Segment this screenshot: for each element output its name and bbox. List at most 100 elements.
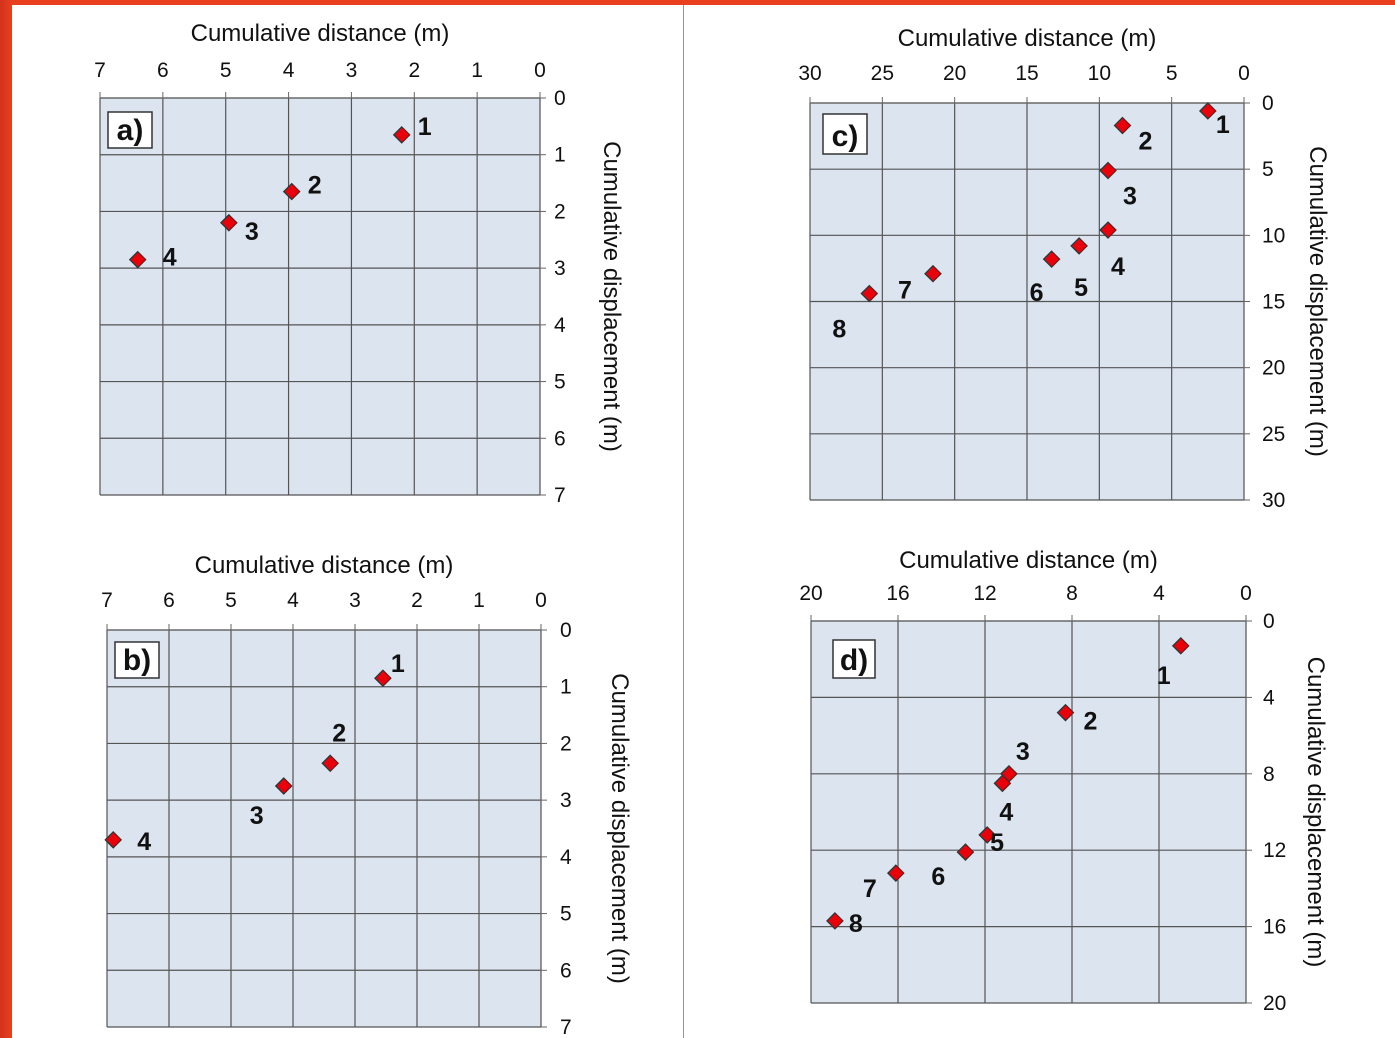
data-point-label: 4: [137, 828, 151, 856]
y-tick-label: 4: [560, 846, 572, 869]
x-tick-label: 5: [225, 589, 237, 612]
x-axis-title: Cumulative distance (m): [899, 547, 1158, 574]
data-point-2: [321, 754, 340, 773]
x-tick-label: 30: [798, 62, 821, 85]
data-point-label: 2: [1083, 708, 1097, 736]
panel-label-box: [822, 113, 868, 155]
plot-area: [100, 98, 540, 495]
panel-label-box: [832, 639, 876, 679]
y-axis-title: Cumulative displacement (m): [1302, 657, 1329, 968]
y-tick-label: 6: [560, 959, 572, 982]
x-tick-label: 1: [471, 59, 483, 82]
data-point-label: 1: [391, 650, 405, 678]
x-tick-label: 3: [349, 589, 361, 612]
x-tick-label: 8: [1066, 582, 1078, 605]
panel-divider: [683, 5, 684, 1038]
data-point-2: [282, 182, 301, 201]
x-tick-label: 1: [473, 589, 485, 612]
x-tick-label: 0: [535, 589, 547, 612]
panel-label-box: [107, 111, 153, 149]
panel-label: a): [117, 114, 144, 147]
data-point-4: [104, 830, 123, 849]
x-tick-label: 20: [943, 62, 966, 85]
y-tick-label: 2: [554, 200, 566, 223]
x-tick-label: 4: [287, 589, 299, 612]
y-tick-label: 7: [554, 484, 566, 507]
y-tick-label: 3: [554, 257, 566, 280]
slide-top-border: [0, 0, 1395, 5]
x-tick-label: 10: [1088, 62, 1111, 85]
y-tick-label: 5: [1262, 158, 1274, 181]
data-point-label: 8: [849, 910, 863, 938]
y-tick-label: 20: [1262, 357, 1285, 380]
x-tick-label: 4: [283, 59, 295, 82]
data-point-label: 6: [1030, 279, 1044, 307]
y-tick-label: 0: [560, 619, 572, 642]
x-tick-label: 3: [346, 59, 358, 82]
y-tick-label: 3: [560, 789, 572, 812]
data-point-1: [392, 126, 411, 144]
y-tick-label: 12: [1263, 839, 1286, 862]
plot-area: [107, 630, 541, 1027]
data-point-7: [886, 864, 905, 882]
panel-label: d): [840, 644, 868, 677]
y-tick-label: 5: [560, 903, 572, 926]
data-point-label: 1: [418, 113, 432, 141]
data-point-label: 4: [1111, 253, 1125, 281]
data-point-4: [128, 250, 147, 269]
x-tick-label: 12: [973, 582, 996, 605]
data-point-6: [956, 843, 975, 861]
data-point-4: [993, 774, 1012, 793]
data-point-label: 4: [999, 798, 1013, 826]
data-point-label: 3: [1016, 738, 1030, 766]
data-point-5: [1070, 237, 1088, 255]
x-tick-label: 15: [1015, 62, 1038, 85]
panel-label: b): [123, 644, 151, 677]
x-tick-label: 7: [94, 59, 106, 82]
y-tick-label: 0: [1262, 92, 1274, 115]
data-point-5: [978, 826, 997, 844]
data-point-3: [220, 213, 238, 232]
data-point-label: 8: [832, 316, 846, 344]
plot-area: [811, 621, 1246, 1003]
y-tick-label: 8: [1263, 763, 1275, 786]
x-axis-title: Cumulative distance (m): [191, 20, 450, 47]
y-tick-label: 30: [1262, 489, 1285, 512]
slide-left-border: [0, 0, 12, 1038]
x-tick-label: 16: [886, 582, 909, 605]
y-tick-label: 5: [554, 371, 566, 394]
y-tick-label: 16: [1263, 916, 1286, 939]
x-tick-label: 0: [1240, 582, 1252, 605]
x-axis-title: Cumulative distance (m): [195, 552, 454, 579]
data-point-label: 6: [931, 863, 945, 891]
y-axis-title: Cumulative displacement (m): [598, 141, 625, 452]
x-tick-label: 5: [220, 59, 232, 82]
data-point-label: 2: [1138, 127, 1152, 155]
y-axis-title: Cumulative displacement (m): [606, 673, 633, 984]
data-point-2: [1056, 703, 1075, 722]
data-point-6: [1042, 250, 1061, 269]
data-point-3: [1099, 161, 1117, 180]
data-point-label: 7: [898, 277, 912, 305]
y-tick-label: 15: [1262, 291, 1285, 314]
y-tick-label: 1: [560, 676, 572, 699]
y-tick-label: 1: [554, 144, 566, 167]
data-point-2: [1113, 116, 1132, 135]
data-point-label: 1: [1216, 111, 1230, 139]
x-axis-title: Cumulative distance (m): [898, 25, 1157, 52]
y-tick-label: 20: [1263, 992, 1286, 1015]
data-point-label: 3: [250, 802, 264, 830]
y-tick-label: 10: [1262, 224, 1285, 247]
panel-label: c): [832, 120, 859, 153]
chart-panel-b: 7 6 5 4 3 2 1 00 1 2 3 4 5 6 7 Cumulative distance (m) C…: [101, 552, 633, 1038]
data-point-8: [860, 284, 879, 303]
x-tick-label: 5: [1166, 62, 1178, 85]
chart-panel-a: 7 6 5 4 3 2 1 00 1 2 3 4 5 6 7 Cumulative distance (m) C…: [94, 20, 625, 507]
y-tick-label: 0: [1263, 610, 1275, 633]
data-point-label: 2: [332, 719, 346, 747]
x-tick-label: 6: [157, 59, 169, 82]
x-tick-label: 25: [871, 62, 894, 85]
data-point-label: 7: [863, 875, 877, 903]
